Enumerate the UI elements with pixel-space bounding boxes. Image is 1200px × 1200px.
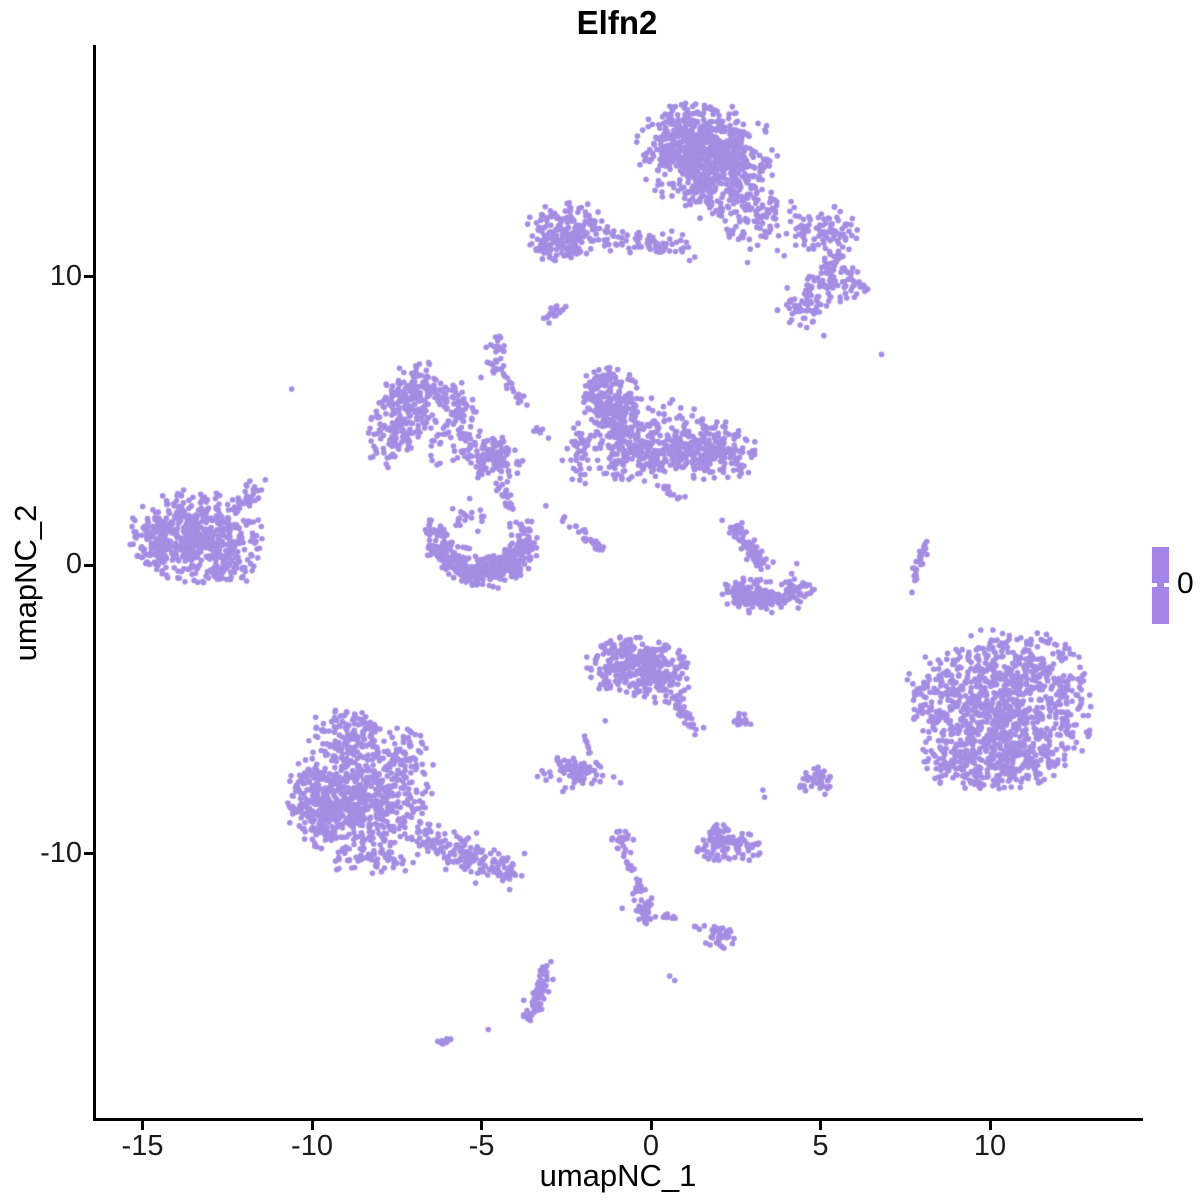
chart-title: Elfn2 xyxy=(576,4,658,41)
x-tick-label: -10 xyxy=(291,1130,333,1162)
y-tick xyxy=(84,563,93,567)
legend-label: 0 xyxy=(1177,567,1194,600)
x-tick-label: 0 xyxy=(642,1130,660,1162)
y-tick-label: 10 xyxy=(49,259,82,292)
x-tick xyxy=(819,1121,822,1130)
x-tick xyxy=(480,1121,483,1130)
x-tick xyxy=(310,1121,314,1130)
x-tick xyxy=(141,1121,144,1130)
y-tick xyxy=(84,275,93,278)
y-tick-label: -10 xyxy=(40,836,82,869)
x-tick-label: -5 xyxy=(468,1130,495,1162)
y-tick-label: 0 xyxy=(65,548,82,580)
x-tick-label: -15 xyxy=(121,1130,164,1162)
legend-tick xyxy=(1152,583,1157,587)
x-tick-label: 5 xyxy=(812,1130,829,1162)
legend-colorbar xyxy=(1152,547,1169,624)
x-axis-title: umapNC_1 xyxy=(539,1158,697,1193)
x-axis-line xyxy=(93,1118,1143,1121)
legend-tick xyxy=(1164,583,1169,587)
x-tick xyxy=(649,1121,653,1130)
x-tick xyxy=(988,1121,992,1130)
y-axis-line xyxy=(93,45,96,1121)
x-tick-label: 10 xyxy=(973,1130,1007,1162)
y-tick xyxy=(84,852,93,855)
y-axis-title: umapNC_2 xyxy=(8,504,43,662)
